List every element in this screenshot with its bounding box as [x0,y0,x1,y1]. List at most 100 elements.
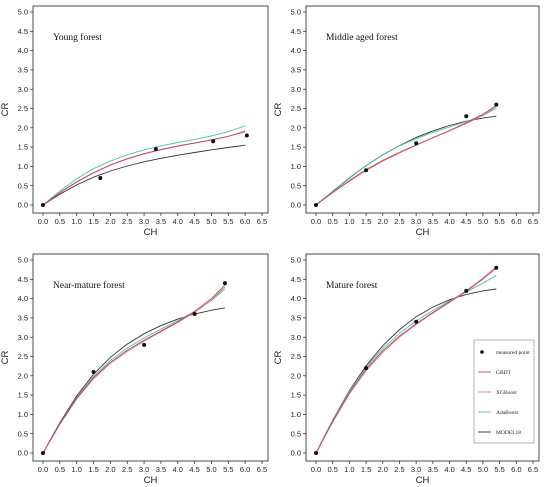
x-tick-label: 4.5 [461,465,471,474]
x-tick-label: 3.0 [411,465,421,474]
y-tick-label: 0.5 [18,429,28,438]
legend-box [473,339,535,444]
measured-point [98,175,103,180]
measured-point [244,133,249,138]
x-tick-label: 2.5 [394,465,404,474]
panel-title: Mature forest [326,280,378,291]
legend-label-adaboost: AdaBoost [496,410,518,416]
chart-panel-3: 0.0 0.5 1.0 1.5 2.0 2.5 3.0 3.5 4.0 4.5 5.0 0.0 0.5 1… [0,253,269,486]
x-tick-label: 5.5 [223,217,233,226]
y-axis-label: CR [273,103,284,117]
series-line-xgboost [315,268,497,454]
y-tick-label: 4.0 [291,46,301,55]
x-axis-label: CH [416,227,430,238]
x-tick-label: 5.0 [206,217,216,226]
x-tick-label: 0.5 [55,465,65,474]
measured-point [41,451,45,455]
x-tick-label: 4.0 [173,217,183,226]
y-tick-label: 3.0 [291,333,301,342]
y-tick-label: 1.5 [291,391,301,400]
x-axis-label: CH [144,227,158,238]
y-tick-label: 2.5 [291,352,301,361]
series-line-adaboost [315,108,497,206]
measured-point [494,265,499,270]
series-line-model18 [42,307,225,454]
panel-title: Middle aged forest [326,32,398,43]
y-tick-label: 1.0 [291,162,301,171]
x-tick-label: 6.0 [240,217,250,226]
x-tick-label: 5.0 [478,465,488,474]
x-tick-label: 0.0 [38,217,48,226]
y-tick-label: 3.0 [18,85,28,94]
series-line-gbdt [315,105,497,206]
y-tick-label: 2.5 [291,104,301,113]
chart-panel-2: 0.0 0.5 1.0 1.5 2.0 2.5 3.0 3.5 4.0 4.5 5.0 0.0 0.5 1… [273,5,540,238]
x-tick-label: 4.0 [444,465,454,474]
x-tick-label: 1.5 [88,217,98,226]
y-tick-label: 1.5 [18,143,28,152]
x-tick-label: 6.0 [511,465,521,474]
series-line-gbdt [42,131,246,206]
panel-title: Near-mature forest [53,280,125,291]
legend-label-xgboost: XGBoost [496,390,517,396]
plot-frame [305,253,540,462]
x-tick-label: 0.0 [38,465,48,474]
y-axis-label: CR [0,351,11,365]
x-tick-label: 6.5 [528,465,538,474]
plot-frame [32,5,269,214]
series-line-xgboost [315,106,497,206]
measured-point [414,141,419,146]
y-tick-label: 5.0 [291,256,301,265]
chart-panel-4: 0.0 0.5 1.0 1.5 2.0 2.5 3.0 3.5 4.0 4.5 5.0 0.0 0.5 1… [273,253,540,486]
x-tick-label: 2.5 [394,217,404,226]
x-tick-label: 3.5 [156,217,166,226]
x-tick-label: 5.5 [494,217,504,226]
legend-label-measured: measured point [496,350,530,356]
x-tick-label: 0.5 [55,217,65,226]
measured-point [211,139,216,144]
x-tick-label: 0.5 [327,217,337,226]
measured-point [414,319,419,324]
x-tick-label: 4.5 [461,217,471,226]
y-tick-label: 2.0 [291,371,301,380]
y-tick-label: 4.5 [291,275,301,284]
y-tick-label: 3.5 [291,66,301,75]
x-tick-label: 1.0 [71,217,81,226]
legend-label-model18: MODEL18 [496,430,521,436]
measured-point [41,203,45,207]
series-line-model18 [315,115,497,206]
x-tick-label: 0.0 [311,217,321,226]
y-tick-label: 2.0 [291,123,301,132]
x-axis-label: CH [144,475,158,486]
y-tick-label: 4.5 [18,27,28,36]
x-tick-label: 3.5 [428,217,438,226]
y-tick-label: 2.0 [18,371,28,380]
y-tick-label: 5.0 [18,8,28,17]
plot-frame [305,5,540,214]
y-tick-label: 3.0 [291,85,301,94]
y-tick-label: 1.5 [18,391,28,400]
x-tick-label: 2.5 [122,465,132,474]
legend-label-gbdt: GBDT [496,370,512,376]
x-tick-label: 2.5 [122,217,132,226]
x-tick-label: 2.0 [105,465,115,474]
y-tick-label: 4.0 [18,46,28,55]
y-tick-label: 1.5 [291,143,301,152]
y-tick-label: 1.0 [291,410,301,419]
y-tick-label: 4.5 [291,27,301,36]
x-tick-label: 1.5 [361,465,371,474]
y-tick-label: 3.5 [18,66,28,75]
measured-point [494,102,499,107]
x-tick-label: 1.0 [71,465,81,474]
x-tick-label: 6.0 [240,465,250,474]
x-tick-label: 4.5 [189,465,199,474]
y-tick-label: 0.0 [291,449,301,458]
series-line-adaboost [42,125,246,206]
x-tick-label: 5.5 [223,465,233,474]
x-tick-label: 4.0 [173,465,183,474]
measured-point [464,288,469,293]
x-tick-label: 6.5 [528,217,538,226]
y-tick-label: 3.5 [18,314,28,323]
x-tick-label: 1.5 [361,217,371,226]
legend: measured point GBDT XGBoost AdaBoost MODEL18 [473,339,535,444]
